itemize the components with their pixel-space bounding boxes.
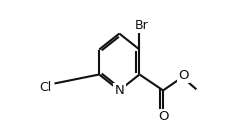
Text: N: N [114,84,124,97]
Text: Br: Br [134,19,147,32]
Text: O: O [158,110,169,123]
Text: O: O [178,69,188,82]
Text: Cl: Cl [39,81,52,94]
